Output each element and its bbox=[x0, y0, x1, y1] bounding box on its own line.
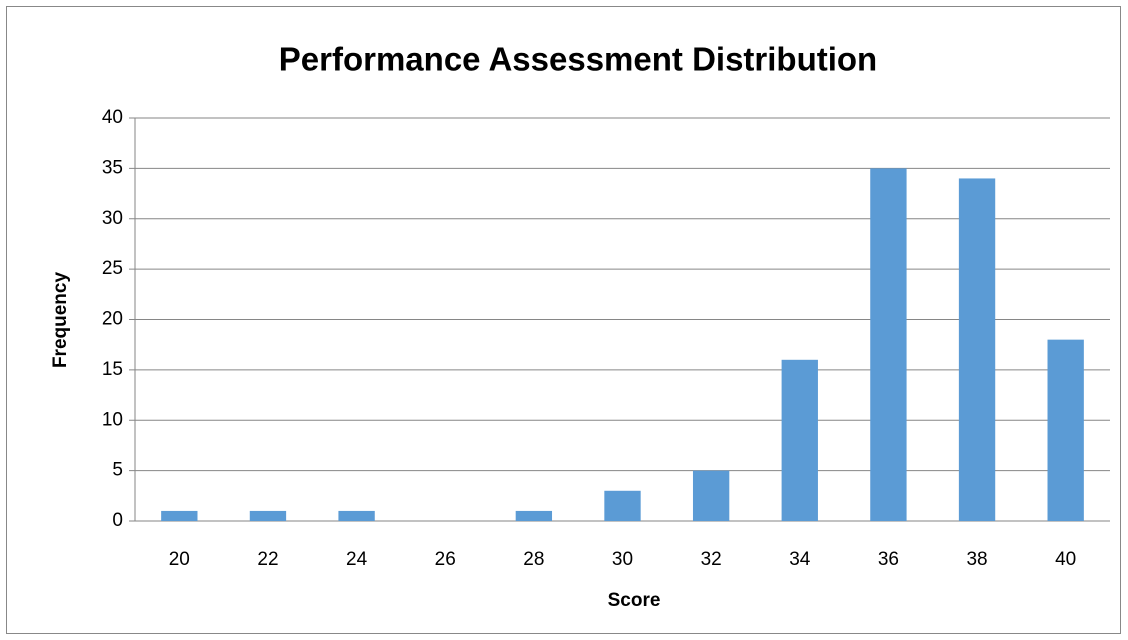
x-tick-label: 28 bbox=[523, 549, 544, 570]
y-tick-label: 10 bbox=[102, 409, 123, 430]
y-tick-label: 40 bbox=[102, 107, 123, 128]
bar bbox=[604, 490, 641, 521]
x-tick-label: 22 bbox=[257, 549, 278, 570]
y-tick-label: 30 bbox=[102, 208, 123, 229]
x-tick-label: 34 bbox=[789, 549, 811, 570]
x-tick-label: 30 bbox=[612, 549, 633, 570]
bar bbox=[338, 510, 375, 521]
bar bbox=[958, 178, 996, 521]
bar bbox=[781, 359, 818, 521]
x-tick-label: 20 bbox=[169, 549, 190, 570]
x-tick-label: 38 bbox=[966, 549, 987, 570]
y-tick-label: 5 bbox=[112, 460, 123, 481]
bar bbox=[515, 510, 553, 521]
bar bbox=[692, 470, 730, 521]
y-axis-label: Frequency bbox=[50, 272, 71, 369]
y-tick-label: 15 bbox=[102, 359, 123, 380]
x-tick-label: 32 bbox=[701, 549, 722, 570]
y-tick-label: 0 bbox=[112, 510, 123, 531]
bar bbox=[249, 510, 287, 521]
x-axis-label: Score bbox=[608, 590, 661, 611]
bar bbox=[870, 168, 907, 521]
bar bbox=[161, 510, 198, 521]
x-tick-label: 24 bbox=[346, 549, 368, 570]
y-tick-label: 20 bbox=[102, 309, 123, 330]
chart-title: Performance Assessment Distribution bbox=[279, 41, 877, 78]
x-tick-label: 36 bbox=[878, 549, 899, 570]
bar bbox=[1047, 339, 1084, 521]
x-tick-label: 26 bbox=[435, 549, 456, 570]
y-tick-label: 35 bbox=[102, 157, 123, 178]
x-tick-label: 40 bbox=[1055, 549, 1076, 570]
y-tick-label: 25 bbox=[102, 258, 123, 279]
